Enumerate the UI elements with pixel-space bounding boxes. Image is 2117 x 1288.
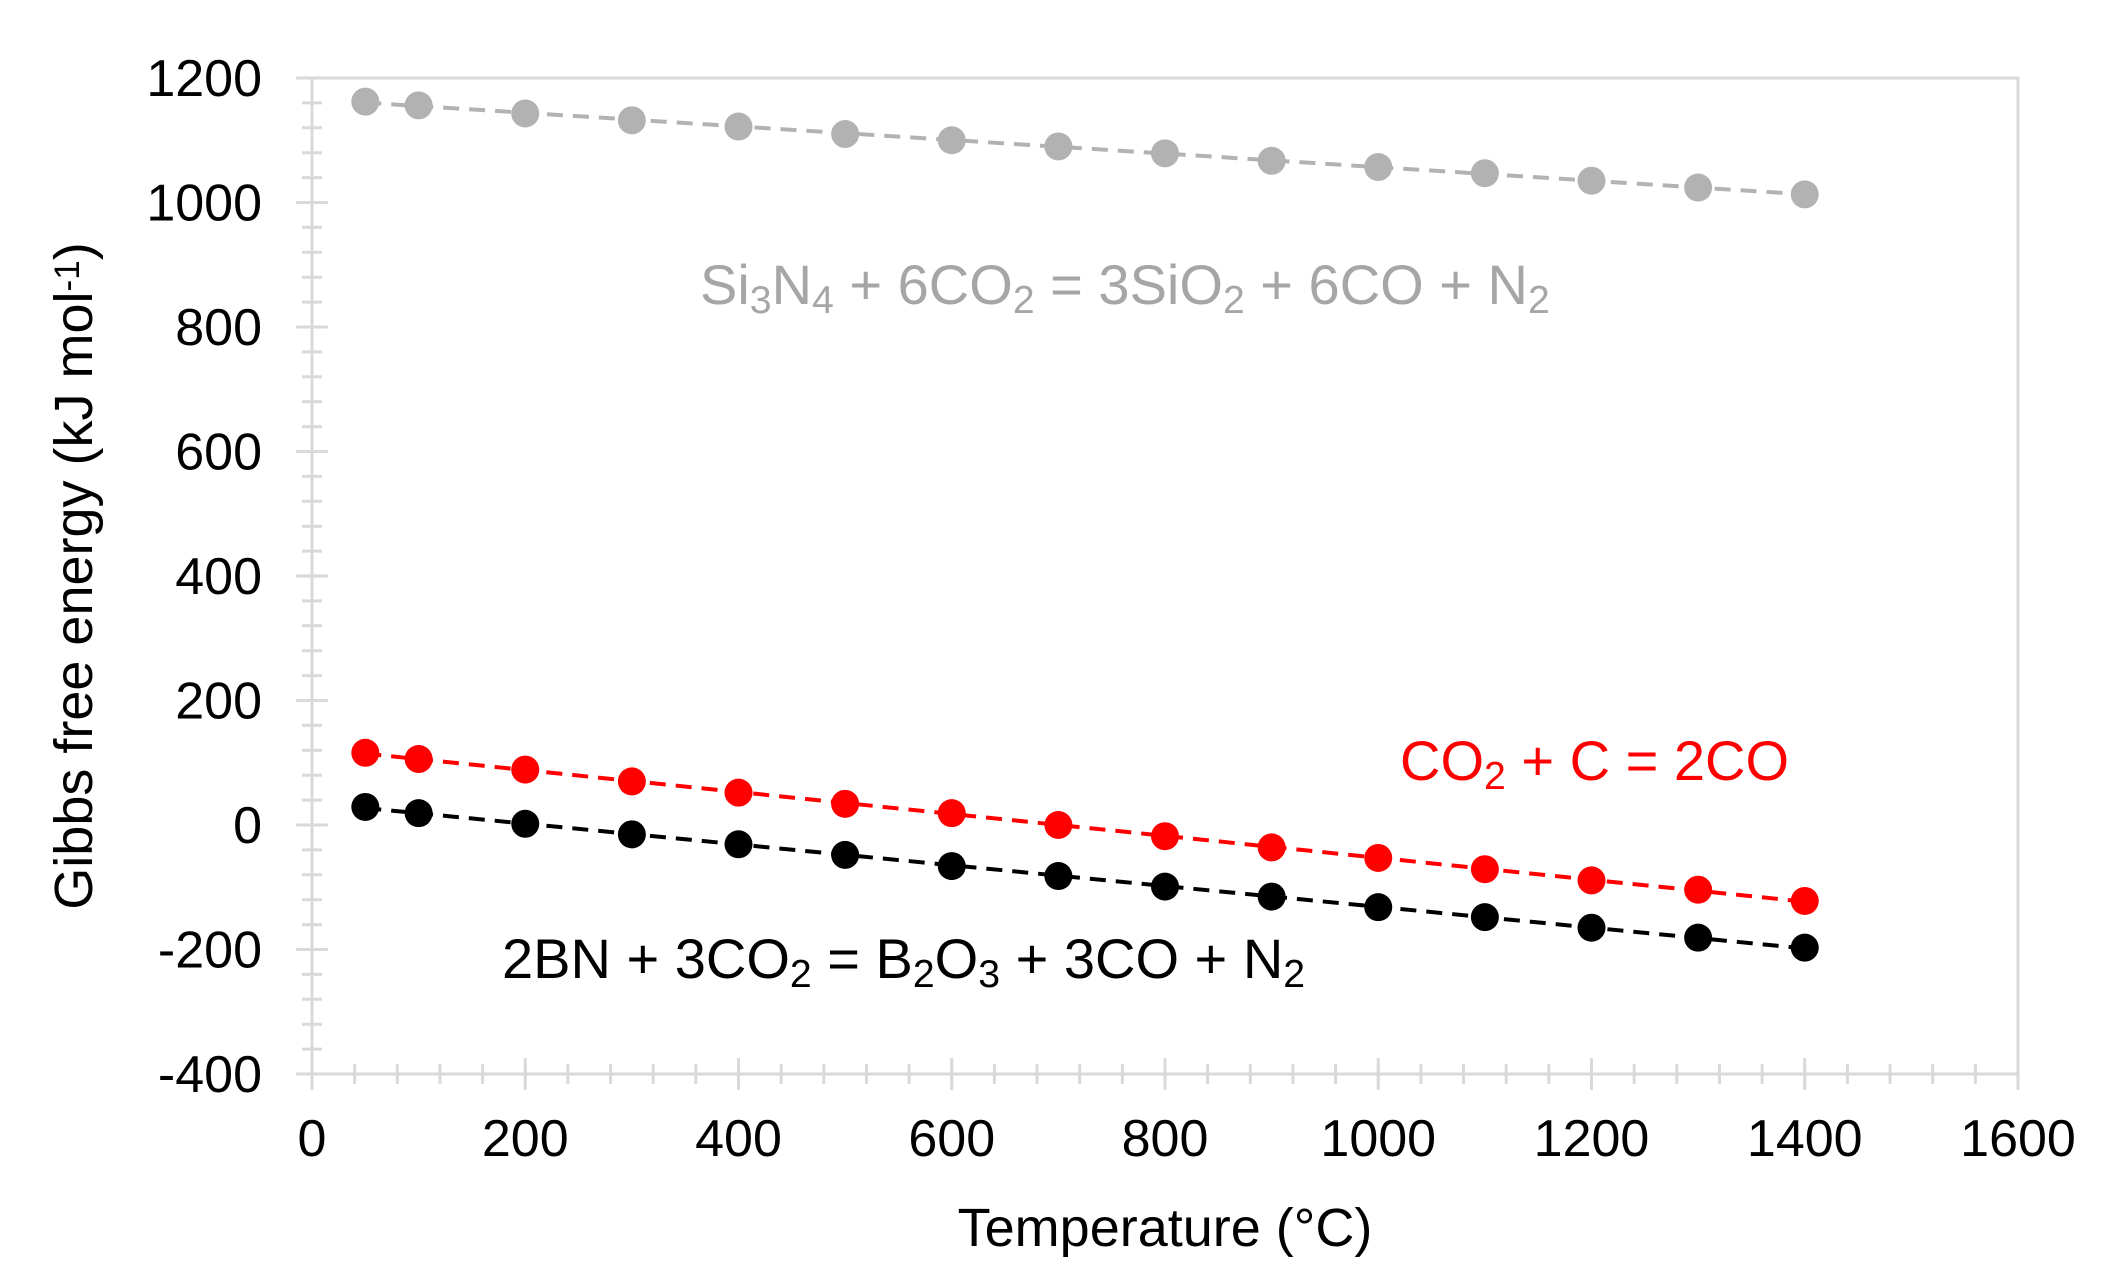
x-tick-label: 1400 — [1747, 1110, 1863, 1168]
x-tick-label: 400 — [695, 1110, 782, 1168]
x-tick-label: 800 — [1122, 1110, 1209, 1168]
series-3 — [351, 792, 1819, 962]
data-point — [404, 799, 433, 828]
data-point — [1044, 862, 1073, 891]
series-2 — [351, 738, 1819, 915]
data-point — [511, 809, 540, 838]
data-point — [1790, 180, 1819, 209]
data-point — [937, 852, 966, 881]
data-point — [724, 778, 753, 807]
data-point — [937, 126, 966, 155]
data-point — [351, 87, 380, 116]
data-point — [937, 799, 966, 828]
plot-frame — [310, 76, 2020, 1076]
data-point — [617, 820, 646, 849]
x-tick-label: 1000 — [1320, 1110, 1436, 1168]
data-point — [351, 738, 380, 767]
data-point — [1790, 933, 1819, 962]
data-point — [831, 789, 860, 818]
data-point — [617, 767, 646, 796]
data-point — [1790, 886, 1819, 915]
x-tick-label: 0 — [298, 1110, 327, 1168]
data-point — [351, 792, 380, 821]
data-point — [404, 91, 433, 120]
data-point — [1151, 872, 1179, 901]
data-point — [1364, 153, 1393, 182]
axes: 0 200 400 600 800 1000 1200 1400 1600 -400 -200 0 20… — [146, 50, 2076, 1168]
y-tick-label: 600 — [175, 424, 262, 482]
y-tick-label: 800 — [175, 299, 262, 357]
annotation-si3n4-reaction: Si3N4 + 6CO2 = 3SiO2 + 6CO + N2 — [700, 253, 1550, 322]
data-point — [1470, 855, 1499, 884]
y-tick-label: 0 — [233, 797, 262, 855]
y-tick-label: 400 — [175, 548, 262, 606]
series-1 — [351, 87, 1819, 209]
data-point — [724, 830, 753, 859]
data-point — [1151, 139, 1179, 168]
x-axis-title: Temperature (°C) — [958, 1198, 1373, 1258]
data-point — [1577, 866, 1606, 895]
data-point — [1684, 173, 1713, 202]
trendline — [365, 806, 1805, 951]
text-layer: Si3N4 + 6CO2 = 3SiO2 + 6CO + N2 CO2 + C … — [44, 242, 1789, 1258]
x-tick-label: 600 — [908, 1110, 995, 1168]
x-tick-label: 1600 — [1960, 1110, 2076, 1168]
data-point — [1257, 882, 1286, 911]
x-tick-label: 1200 — [1534, 1110, 1650, 1168]
data-point — [1364, 843, 1393, 872]
y-tick-label: 1200 — [146, 50, 262, 108]
data-point — [1044, 132, 1073, 161]
data-point — [1470, 903, 1499, 932]
data-point — [831, 120, 860, 149]
series-layer — [351, 87, 1819, 962]
data-point — [1470, 159, 1499, 188]
y-axis-title: Gibbs free energy (kJ mol-1) — [44, 242, 104, 909]
annotation-bn-reaction: 2BN + 3CO2 = B2O3 + 3CO + N2 — [502, 927, 1305, 996]
data-point — [1684, 923, 1713, 952]
y-tick-label: -200 — [158, 922, 262, 980]
data-point — [1257, 146, 1286, 175]
data-point — [1577, 166, 1606, 195]
data-point — [1577, 913, 1606, 942]
trendline — [365, 751, 1805, 904]
data-point — [617, 106, 646, 135]
data-point — [511, 755, 540, 784]
data-point — [404, 745, 433, 774]
data-point — [831, 840, 860, 869]
data-point — [1364, 893, 1393, 922]
data-point — [1257, 833, 1286, 862]
y-tick-label: 200 — [175, 673, 262, 731]
data-point — [724, 112, 753, 141]
x-tick-label: 200 — [482, 1110, 569, 1168]
annotation-co2-c-reaction: CO2 + C = 2CO — [1400, 729, 1789, 798]
data-point — [511, 99, 540, 128]
data-point — [1151, 822, 1179, 851]
y-tick-label: -400 — [158, 1046, 262, 1104]
trendline — [365, 100, 1805, 197]
data-point — [1684, 875, 1713, 904]
data-point — [1044, 811, 1073, 839]
y-tick-label: 1000 — [146, 175, 262, 233]
